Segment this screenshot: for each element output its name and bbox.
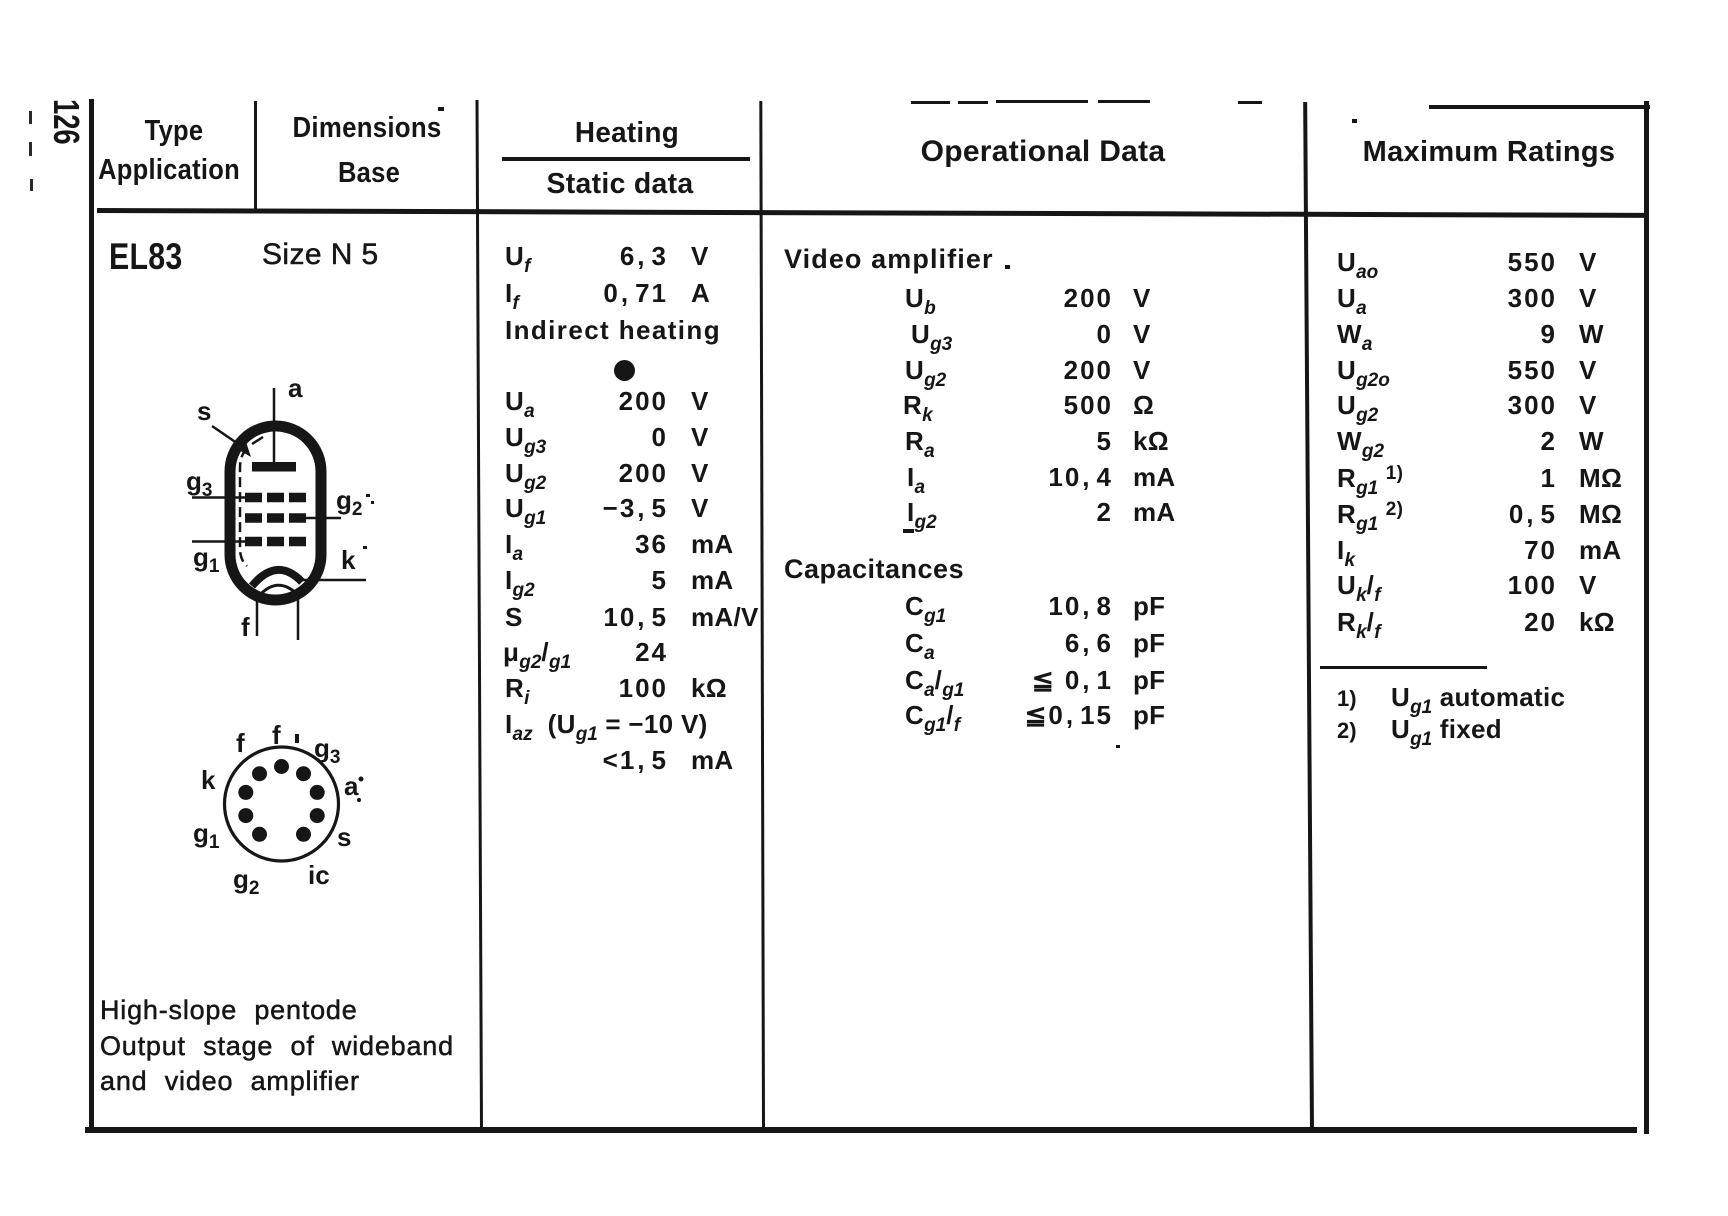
- svg-text:g1: g1: [193, 542, 220, 577]
- svg-text:a: a: [344, 771, 359, 801]
- svg-text:f: f: [272, 720, 281, 750]
- svg-text:g2: g2: [233, 864, 259, 899]
- svg-text:s: s: [197, 396, 211, 426]
- svg-text:k: k: [341, 545, 356, 575]
- svg-text:a: a: [288, 373, 303, 403]
- svg-text:f: f: [241, 612, 250, 642]
- svg-text:k: k: [201, 765, 216, 795]
- svg-text:ic: ic: [308, 860, 330, 890]
- svg-text:g2: g2: [336, 485, 362, 520]
- svg-text:f: f: [236, 728, 245, 758]
- svg-text:s: s: [337, 822, 351, 852]
- svg-text:g3: g3: [314, 733, 340, 768]
- svg-text:g1: g1: [193, 818, 220, 853]
- svg-text:g3: g3: [186, 466, 212, 501]
